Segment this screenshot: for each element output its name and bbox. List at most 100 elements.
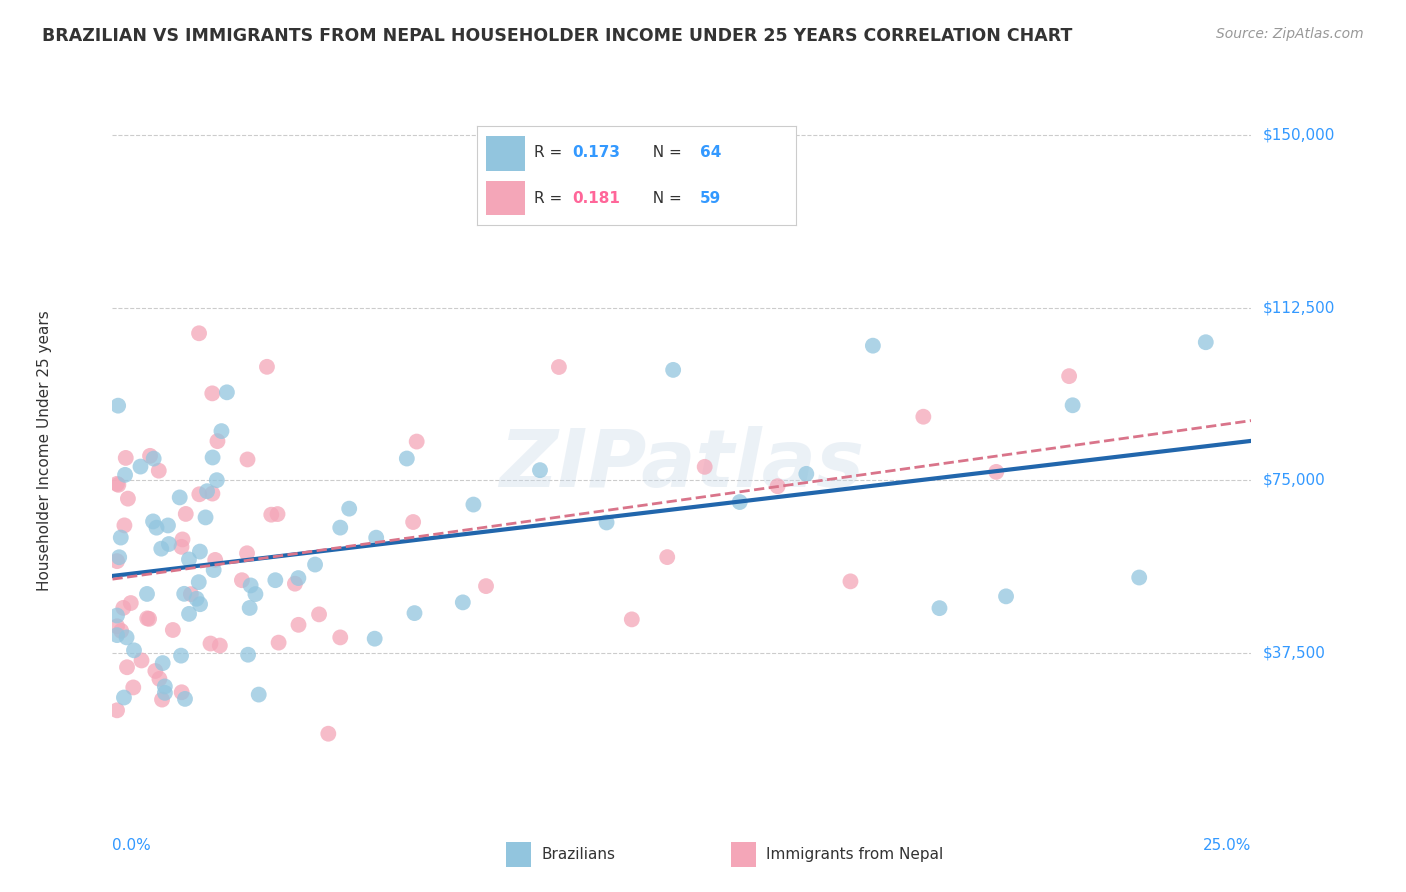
Point xyxy=(337,501,360,516)
Text: Immigrants from Nepal: Immigrants from Nepal xyxy=(766,847,943,862)
Point xyxy=(202,563,225,577)
Point xyxy=(169,491,191,505)
Point xyxy=(657,550,679,565)
Point xyxy=(173,587,195,601)
Point xyxy=(110,624,132,638)
Text: $75,000: $75,000 xyxy=(1263,473,1326,488)
Point xyxy=(105,703,128,717)
Point xyxy=(117,491,139,506)
Point xyxy=(105,628,128,642)
Point xyxy=(131,653,153,667)
Point xyxy=(180,587,202,601)
Point xyxy=(405,434,427,449)
Point xyxy=(122,643,145,657)
Point xyxy=(105,619,128,633)
Point xyxy=(200,636,222,650)
Point xyxy=(114,467,136,482)
Point xyxy=(595,516,617,530)
Point xyxy=(287,617,309,632)
Point xyxy=(329,631,352,645)
Point xyxy=(170,540,193,554)
Point xyxy=(177,607,200,621)
Point xyxy=(662,363,685,377)
Text: 25.0%: 25.0% xyxy=(1204,838,1251,853)
Point xyxy=(105,554,128,568)
Point xyxy=(138,612,160,626)
Point xyxy=(115,631,138,645)
Point xyxy=(107,399,129,413)
Point xyxy=(157,537,180,551)
Point xyxy=(148,672,170,686)
Text: Brazilians: Brazilians xyxy=(541,847,616,862)
Point xyxy=(174,507,197,521)
Point xyxy=(402,515,425,529)
Point xyxy=(188,597,211,611)
Point xyxy=(284,576,307,591)
Point xyxy=(204,553,226,567)
Text: $37,500: $37,500 xyxy=(1263,646,1326,661)
Point xyxy=(207,434,229,449)
Point xyxy=(529,463,551,477)
Point xyxy=(318,727,340,741)
Point xyxy=(986,465,1008,479)
Point xyxy=(363,632,385,646)
Text: 0.0%: 0.0% xyxy=(112,838,152,853)
Point xyxy=(231,573,253,587)
Point xyxy=(110,531,132,545)
Point xyxy=(256,359,278,374)
Point xyxy=(839,574,862,589)
Point xyxy=(153,686,176,700)
Point xyxy=(162,623,184,637)
Point xyxy=(139,449,162,463)
Point xyxy=(1062,398,1084,412)
Point xyxy=(142,515,165,529)
Point xyxy=(114,450,136,465)
Point xyxy=(129,459,152,474)
Point xyxy=(105,608,128,623)
Point xyxy=(329,520,352,534)
Point xyxy=(308,607,330,622)
Point xyxy=(264,573,287,587)
Text: ZIPatlas: ZIPatlas xyxy=(499,425,865,504)
Point xyxy=(1057,369,1080,384)
Point xyxy=(366,531,388,545)
Point xyxy=(205,473,228,487)
Point xyxy=(245,587,267,601)
Point xyxy=(174,692,197,706)
Point xyxy=(766,479,789,493)
Point xyxy=(287,571,309,585)
Point xyxy=(260,508,283,522)
Point xyxy=(120,596,142,610)
Point xyxy=(201,486,224,500)
Point xyxy=(107,478,129,492)
Point xyxy=(122,681,145,695)
Point xyxy=(1128,570,1150,584)
Point xyxy=(1195,335,1218,350)
Point xyxy=(215,385,238,400)
Point xyxy=(143,664,166,678)
Point xyxy=(188,487,211,501)
Point xyxy=(620,612,643,626)
Point xyxy=(186,591,208,606)
Point xyxy=(236,452,259,467)
Point xyxy=(208,639,231,653)
Point xyxy=(267,635,290,649)
Point xyxy=(463,498,485,512)
Point xyxy=(142,451,165,466)
Point xyxy=(112,690,135,705)
Text: $112,500: $112,500 xyxy=(1263,301,1334,315)
Point xyxy=(153,680,176,694)
Point xyxy=(862,339,884,353)
Text: Householder Income Under 25 years: Householder Income Under 25 years xyxy=(37,310,52,591)
Point xyxy=(201,386,224,401)
Point xyxy=(247,688,270,702)
Point xyxy=(912,409,935,424)
Point xyxy=(548,359,571,374)
Point xyxy=(475,579,498,593)
Point xyxy=(136,587,159,601)
Point xyxy=(236,546,259,560)
Point xyxy=(404,606,426,620)
Point xyxy=(794,467,817,481)
Text: $150,000: $150,000 xyxy=(1263,128,1334,143)
Point xyxy=(172,533,194,547)
